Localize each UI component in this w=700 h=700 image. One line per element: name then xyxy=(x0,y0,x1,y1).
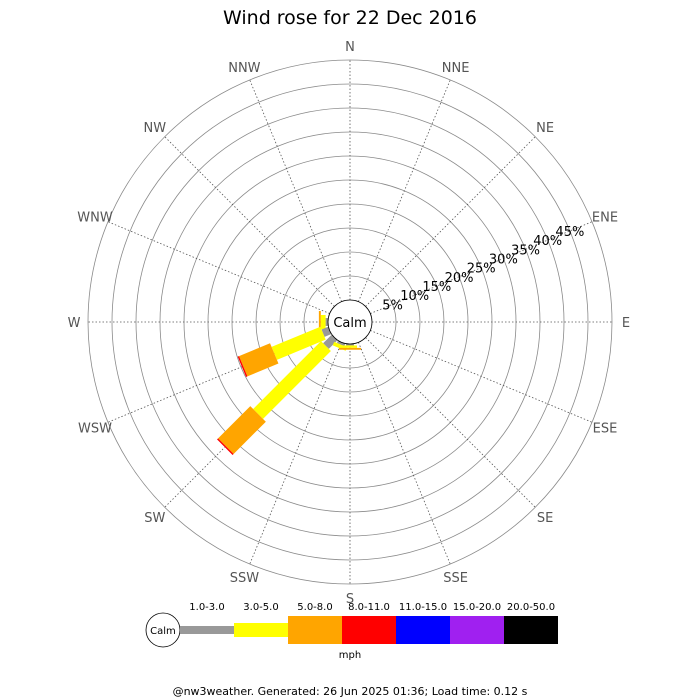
petal-wsw-bin-3 xyxy=(237,356,248,377)
legend-label-6: 20.0-50.0 xyxy=(507,602,555,613)
direction-label-ssw: SSW xyxy=(230,571,260,586)
direction-label-nw: NW xyxy=(144,121,167,136)
legend-swatch-4 xyxy=(396,616,450,644)
petal-wsw-bin-1 xyxy=(271,326,326,360)
legend-swatch-1 xyxy=(234,623,288,637)
ring-label-20: 20% xyxy=(445,271,474,286)
direction-label-n: N xyxy=(345,40,355,55)
legend-swatch-6 xyxy=(504,616,558,644)
direction-label-sse: SSE xyxy=(443,571,468,586)
ring-label-15: 15% xyxy=(422,280,451,295)
spoke-se xyxy=(365,337,536,508)
legend-label-0: 1.0-3.0 xyxy=(189,602,224,613)
spoke-ne xyxy=(365,136,536,307)
ring-10 xyxy=(279,251,421,393)
petal-sw-bin-2 xyxy=(218,406,266,454)
direction-label-wsw: WSW xyxy=(78,422,112,437)
legend-label-4: 11.0-15.0 xyxy=(399,602,447,613)
spoke-nw xyxy=(164,136,335,307)
legend-calm-label: Calm xyxy=(150,626,176,637)
direction-label-sw: SW xyxy=(144,511,165,526)
legend-swatch-5 xyxy=(450,616,504,644)
petal-wsw-bin-2 xyxy=(238,343,279,377)
spoke-ese xyxy=(370,330,593,423)
speed-legend: Calm 1.0-3.0 3.0-5.0 5.0-8.0 8.0-11.0 11.0-1… xyxy=(145,602,558,661)
legend-label-3: 8.0-11.0 xyxy=(348,602,390,613)
direction-label-w: W xyxy=(68,316,81,331)
spoke-ene xyxy=(370,221,593,314)
legend-label-1: 3.0-5.0 xyxy=(243,602,278,613)
ring-15 xyxy=(255,227,445,417)
calm-label: Calm xyxy=(333,316,366,331)
ring-label-10: 10% xyxy=(400,289,429,304)
ring-label-40: 40% xyxy=(533,234,562,249)
chart-title: Wind rose for 22 Dec 2016 xyxy=(223,7,477,29)
footer-text: @nw3weather. Generated: 26 Jun 2025 01:3… xyxy=(173,685,528,698)
petal-ssw-bin-0 xyxy=(336,340,346,347)
ring-label-25: 25% xyxy=(467,262,496,277)
direction-label-nnw: NNW xyxy=(228,61,260,76)
direction-label-nne: NNE xyxy=(442,61,470,76)
legend-label-2: 5.0-8.0 xyxy=(297,602,332,613)
direction-label-se: SE xyxy=(537,511,553,526)
legend-unit: mph xyxy=(339,650,361,661)
legend-swatch-3 xyxy=(342,616,396,644)
wind-petals xyxy=(217,311,361,455)
legend-swatch-2 xyxy=(288,616,342,644)
legend-label-5: 15.0-20.0 xyxy=(453,602,501,613)
direction-label-ne: NE xyxy=(536,121,554,136)
direction-label-ene: ENE xyxy=(592,210,618,225)
ring-label-5: 5% xyxy=(382,298,403,313)
direction-label-ese: ESE xyxy=(593,422,618,437)
ring-label-30: 30% xyxy=(489,252,518,267)
petal-ssw-bin-1 xyxy=(332,341,348,351)
legend-swatch-0 xyxy=(180,626,234,634)
ring-40 xyxy=(135,107,565,537)
ring-labels: 5%10%15%20%25%30%35%40%45% xyxy=(382,225,584,313)
spoke-ssw xyxy=(249,342,342,565)
spoke-wnw xyxy=(107,221,330,314)
spoke-nnw xyxy=(249,79,342,302)
ring-50 xyxy=(87,59,613,585)
calm-center: Calm xyxy=(327,299,373,345)
ring-5 xyxy=(303,275,397,369)
ring-45 xyxy=(111,83,589,561)
direction-labels: N NNE NE ENE E ESE SE SSE S SSW SW WSW W WNW NW NNW xyxy=(68,40,631,607)
direction-label-s: S xyxy=(346,592,354,607)
ring-label-45: 45% xyxy=(555,225,584,240)
ring-label-35: 35% xyxy=(511,243,540,258)
spoke-nne xyxy=(358,79,451,302)
petal-sw-bin-3 xyxy=(217,438,234,455)
spoke-sse xyxy=(358,342,451,565)
petal-sw-bin-0 xyxy=(323,334,338,349)
petal-wsw-bin-0 xyxy=(321,326,332,337)
petal-sw-bin-1 xyxy=(253,341,331,419)
direction-label-wnw: WNW xyxy=(77,210,113,225)
direction-label-e: E xyxy=(622,316,630,331)
